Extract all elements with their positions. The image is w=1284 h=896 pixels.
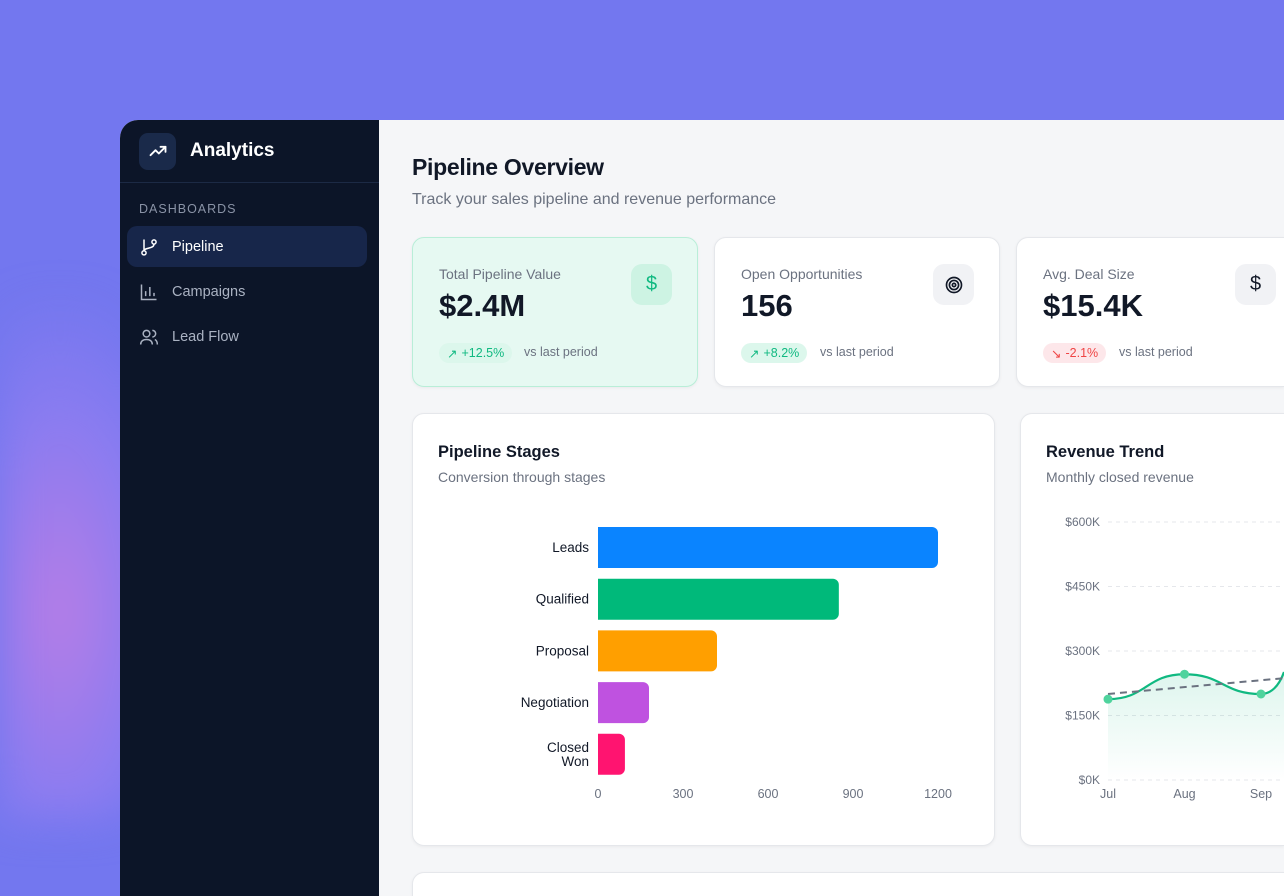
bottom-card: [412, 872, 1284, 896]
sidebar: Analytics DASHBOARDS Pipeline Campaigns …: [120, 120, 379, 896]
kpi-card-open-opportunities: Open Opportunities 156 ↗ +8.2% vs last pe…: [714, 237, 1000, 387]
card-title: Pipeline Stages: [438, 443, 560, 461]
card-title: Revenue Trend: [1046, 443, 1165, 461]
category-label: Won: [561, 754, 589, 769]
kpi-card-avg-deal-size: Avg. Deal Size $15.4K $ ↘ -2.1% vs last p…: [1016, 237, 1284, 387]
trending-up-icon: ↗: [749, 346, 760, 361]
x-tick-label: 900: [843, 787, 864, 801]
category-label: Negotiation: [521, 695, 589, 710]
x-tick-label: Sep: [1250, 787, 1272, 801]
change-value: +8.2%: [763, 346, 800, 360]
revenue-area: [1108, 672, 1284, 780]
page-title: Pipeline Overview: [412, 154, 604, 180]
kpi-note: vs last period: [524, 345, 598, 359]
kpi-note: vs last period: [820, 345, 894, 359]
category-label: Closed: [547, 740, 589, 755]
sidebar-item-label: Pipeline: [172, 238, 224, 255]
trending-up-icon: [139, 132, 176, 170]
x-tick-label: 0: [595, 787, 602, 801]
bar-qualified[interactable]: [598, 578, 839, 620]
pipeline-bar-chart: Leads Qualified Proposal Negotiation ClosedW…: [521, 527, 952, 801]
section-label: DASHBOARDS: [139, 202, 237, 216]
data-point[interactable]: [1256, 689, 1266, 699]
data-point[interactable]: [1180, 669, 1189, 679]
dollar-icon: $: [1235, 264, 1276, 305]
x-tick-label: 1200: [924, 787, 952, 801]
brand: Analytics: [120, 120, 379, 183]
kpi-label: Open Opportunities: [741, 266, 863, 282]
git-branch-icon: [141, 238, 157, 256]
page-subtitle: Track your sales pipeline and revenue pe…: [412, 191, 777, 208]
bar-proposal[interactable]: [598, 630, 717, 672]
change-badge: ↘ -2.1%: [1043, 343, 1107, 363]
target-icon: [933, 264, 974, 305]
sidebar-item-lead-flow[interactable]: Lead Flow: [127, 316, 367, 357]
y-tick-label: $450K: [1065, 580, 1100, 594]
x-tick-label: Jul: [1100, 787, 1116, 801]
revenue-trend-card: Revenue Trend Monthly closed revenue $0K…: [1020, 413, 1284, 846]
change-badge: ↗ +8.2%: [741, 343, 808, 363]
users-icon: [139, 329, 159, 345]
main-content: Pipeline Overview Track your sales pipel…: [379, 120, 1284, 896]
y-tick-label: $300K: [1065, 644, 1100, 658]
kpi-value: $15.4K: [1043, 288, 1143, 323]
trending-down-icon: ↘: [1051, 346, 1062, 361]
kpi-label: Total Pipeline Value: [439, 266, 561, 282]
bar-chart-icon: [140, 284, 157, 300]
app-window: Analytics DASHBOARDS Pipeline Campaigns …: [120, 120, 1284, 896]
category-label: Proposal: [536, 643, 589, 658]
card-subtitle: Conversion through stages: [438, 469, 606, 485]
y-tick-label: $600K: [1065, 515, 1100, 529]
y-tick-label: $0K: [1079, 773, 1100, 787]
trending-up-icon: ↗: [447, 346, 458, 361]
kpi-value: 156: [741, 288, 793, 323]
brand-title: Analytics: [190, 140, 275, 161]
revenue-line: [1107, 671, 1284, 701]
bar-closed-won[interactable]: [598, 733, 625, 775]
y-tick-label: $150K: [1065, 709, 1100, 723]
revenue-line-chart: $0K $150K $300K $450K $600K Jul Aug Sep: [1065, 515, 1284, 801]
kpi-label: Avg. Deal Size: [1043, 266, 1135, 282]
bar-negotiation[interactable]: [598, 682, 649, 724]
category-label: Leads: [552, 540, 589, 555]
trend-line: [1107, 677, 1284, 695]
sidebar-item-label: Lead Flow: [172, 328, 239, 345]
category-label: Qualified: [536, 592, 589, 607]
kpi-card-total-pipeline: Total Pipeline Value $2.4M $ ↗ +12.5% vs …: [412, 237, 698, 387]
sidebar-item-campaigns[interactable]: Campaigns: [127, 271, 367, 312]
dollar-icon: $: [631, 264, 672, 305]
kpi-note: vs last period: [1119, 345, 1193, 359]
sidebar-item-pipeline[interactable]: Pipeline: [127, 226, 367, 267]
data-point[interactable]: [1103, 694, 1113, 704]
change-value: -2.1%: [1065, 346, 1099, 360]
pipeline-stages-card: Pipeline Stages Conversion through stage…: [412, 413, 995, 846]
change-badge: ↗ +12.5%: [439, 343, 513, 363]
change-value: +12.5%: [461, 346, 505, 360]
sidebar-item-label: Campaigns: [172, 283, 246, 300]
x-tick-label: Aug: [1173, 787, 1195, 801]
bar-leads[interactable]: [598, 527, 938, 568]
x-tick-label: 600: [758, 787, 779, 801]
kpi-value: $2.4M: [439, 288, 526, 323]
x-tick-label: 300: [673, 787, 694, 801]
card-subtitle: Monthly closed revenue: [1046, 469, 1194, 485]
